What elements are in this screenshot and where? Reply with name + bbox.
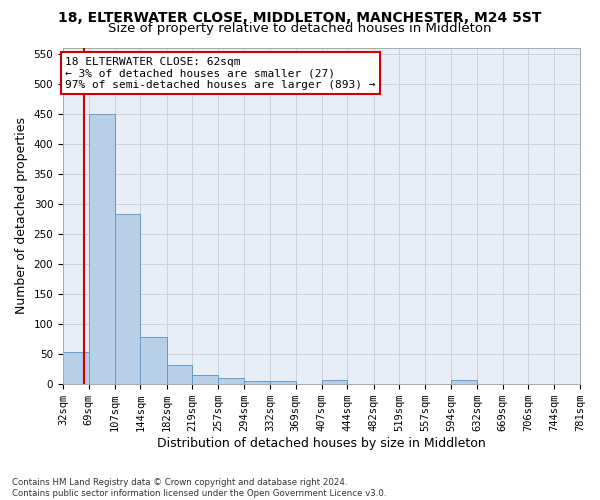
- Bar: [451, 380, 477, 384]
- Bar: [244, 381, 270, 384]
- Text: Contains HM Land Registry data © Crown copyright and database right 2024.
Contai: Contains HM Land Registry data © Crown c…: [12, 478, 386, 498]
- Text: Size of property relative to detached houses in Middleton: Size of property relative to detached ho…: [108, 22, 492, 35]
- Text: 18, ELTERWATER CLOSE, MIDDLETON, MANCHESTER, M24 5ST: 18, ELTERWATER CLOSE, MIDDLETON, MANCHES…: [58, 11, 542, 25]
- Bar: [63, 352, 89, 384]
- Bar: [167, 365, 192, 384]
- Bar: [270, 381, 296, 384]
- X-axis label: Distribution of detached houses by size in Middleton: Distribution of detached houses by size …: [157, 437, 486, 450]
- Bar: [192, 375, 218, 384]
- Bar: [218, 378, 244, 384]
- Text: 18 ELTERWATER CLOSE: 62sqm
← 3% of detached houses are smaller (27)
97% of semi-: 18 ELTERWATER CLOSE: 62sqm ← 3% of detac…: [65, 56, 376, 90]
- Bar: [89, 114, 115, 384]
- Y-axis label: Number of detached properties: Number of detached properties: [15, 118, 28, 314]
- Bar: [322, 380, 347, 384]
- Bar: [115, 214, 140, 384]
- Bar: [140, 338, 167, 384]
